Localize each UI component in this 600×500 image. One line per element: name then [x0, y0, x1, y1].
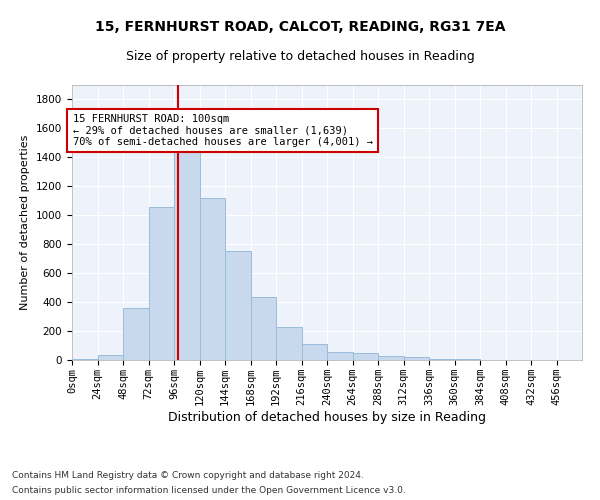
- Text: 15 FERNHURST ROAD: 100sqm
← 29% of detached houses are smaller (1,639)
70% of se: 15 FERNHURST ROAD: 100sqm ← 29% of detac…: [73, 114, 373, 147]
- Bar: [199, 198, 225, 360]
- Bar: [327, 352, 353, 360]
- Bar: [97, 355, 123, 360]
- Bar: [353, 354, 378, 360]
- Bar: [123, 308, 149, 360]
- Bar: [429, 358, 455, 360]
- Bar: [251, 297, 276, 360]
- Bar: [72, 358, 97, 360]
- Bar: [149, 206, 174, 360]
- Bar: [302, 344, 327, 360]
- Bar: [378, 356, 404, 360]
- Bar: [404, 357, 429, 360]
- X-axis label: Distribution of detached houses by size in Reading: Distribution of detached houses by size …: [168, 410, 486, 424]
- Bar: [174, 147, 199, 360]
- Text: Contains public sector information licensed under the Open Government Licence v3: Contains public sector information licen…: [12, 486, 406, 495]
- Y-axis label: Number of detached properties: Number of detached properties: [20, 135, 31, 310]
- Text: 15, FERNHURST ROAD, CALCOT, READING, RG31 7EA: 15, FERNHURST ROAD, CALCOT, READING, RG3…: [95, 20, 505, 34]
- Bar: [225, 252, 251, 360]
- Text: Size of property relative to detached houses in Reading: Size of property relative to detached ho…: [125, 50, 475, 63]
- Bar: [276, 328, 302, 360]
- Text: Contains HM Land Registry data © Crown copyright and database right 2024.: Contains HM Land Registry data © Crown c…: [12, 471, 364, 480]
